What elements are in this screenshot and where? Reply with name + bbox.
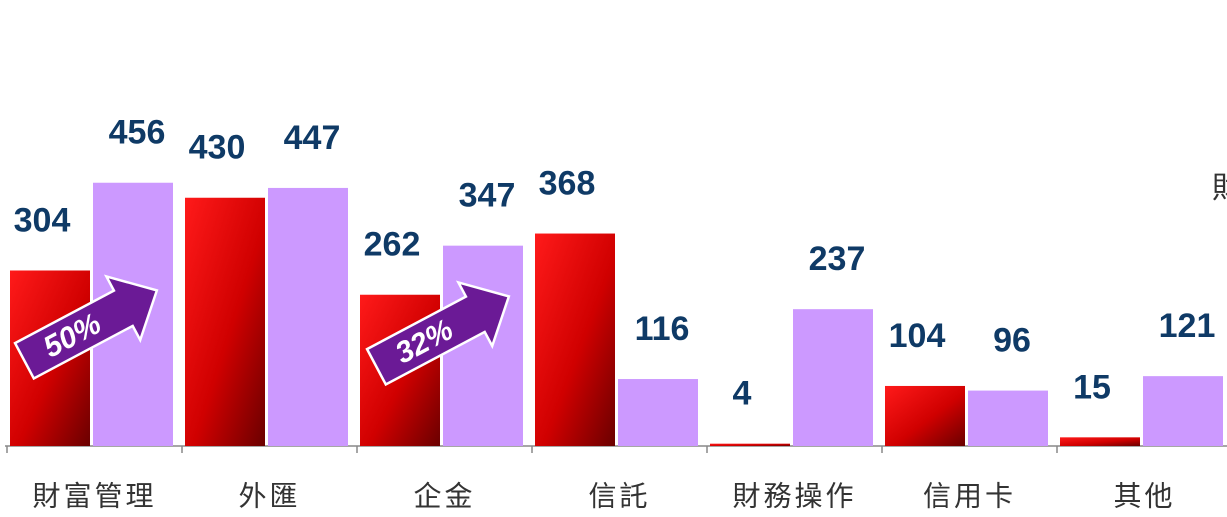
x-tick-label: 信託	[588, 480, 650, 511]
value-label: 121	[1159, 307, 1216, 345]
bar	[710, 443, 790, 446]
x-tick-label: 財富管理	[32, 480, 156, 511]
bar	[185, 197, 265, 446]
value-label: 262	[364, 226, 421, 264]
x-tick-label: 其他	[1113, 480, 1175, 511]
value-label: 116	[635, 310, 690, 348]
value-label: 347	[459, 177, 516, 215]
value-label: 4	[733, 375, 752, 413]
value-label: 430	[189, 129, 246, 167]
value-label: 368	[539, 165, 596, 203]
x-tick-label: 外匯	[238, 480, 300, 511]
arrow-shape	[365, 280, 511, 387]
bar	[535, 233, 615, 446]
value-label: 15	[1073, 368, 1111, 406]
arrow-shape	[13, 274, 159, 381]
bar	[968, 390, 1048, 446]
bar	[885, 385, 965, 446]
bar	[1143, 376, 1223, 446]
x-tick-label: 財務操作	[732, 480, 856, 511]
value-label: 104	[889, 317, 946, 355]
value-label: 96	[993, 322, 1031, 360]
bar	[1060, 437, 1140, 446]
value-label: 456	[109, 114, 166, 152]
cut-off-label: 財	[1212, 172, 1227, 205]
value-label: 447	[284, 119, 341, 157]
x-tick-label: 信用卡	[923, 480, 1016, 511]
value-label: 304	[14, 201, 71, 239]
bar	[793, 309, 873, 446]
value-label: 237	[809, 240, 866, 278]
bar	[618, 379, 698, 446]
x-tick-label: 企金	[413, 480, 475, 511]
bar	[268, 187, 348, 446]
